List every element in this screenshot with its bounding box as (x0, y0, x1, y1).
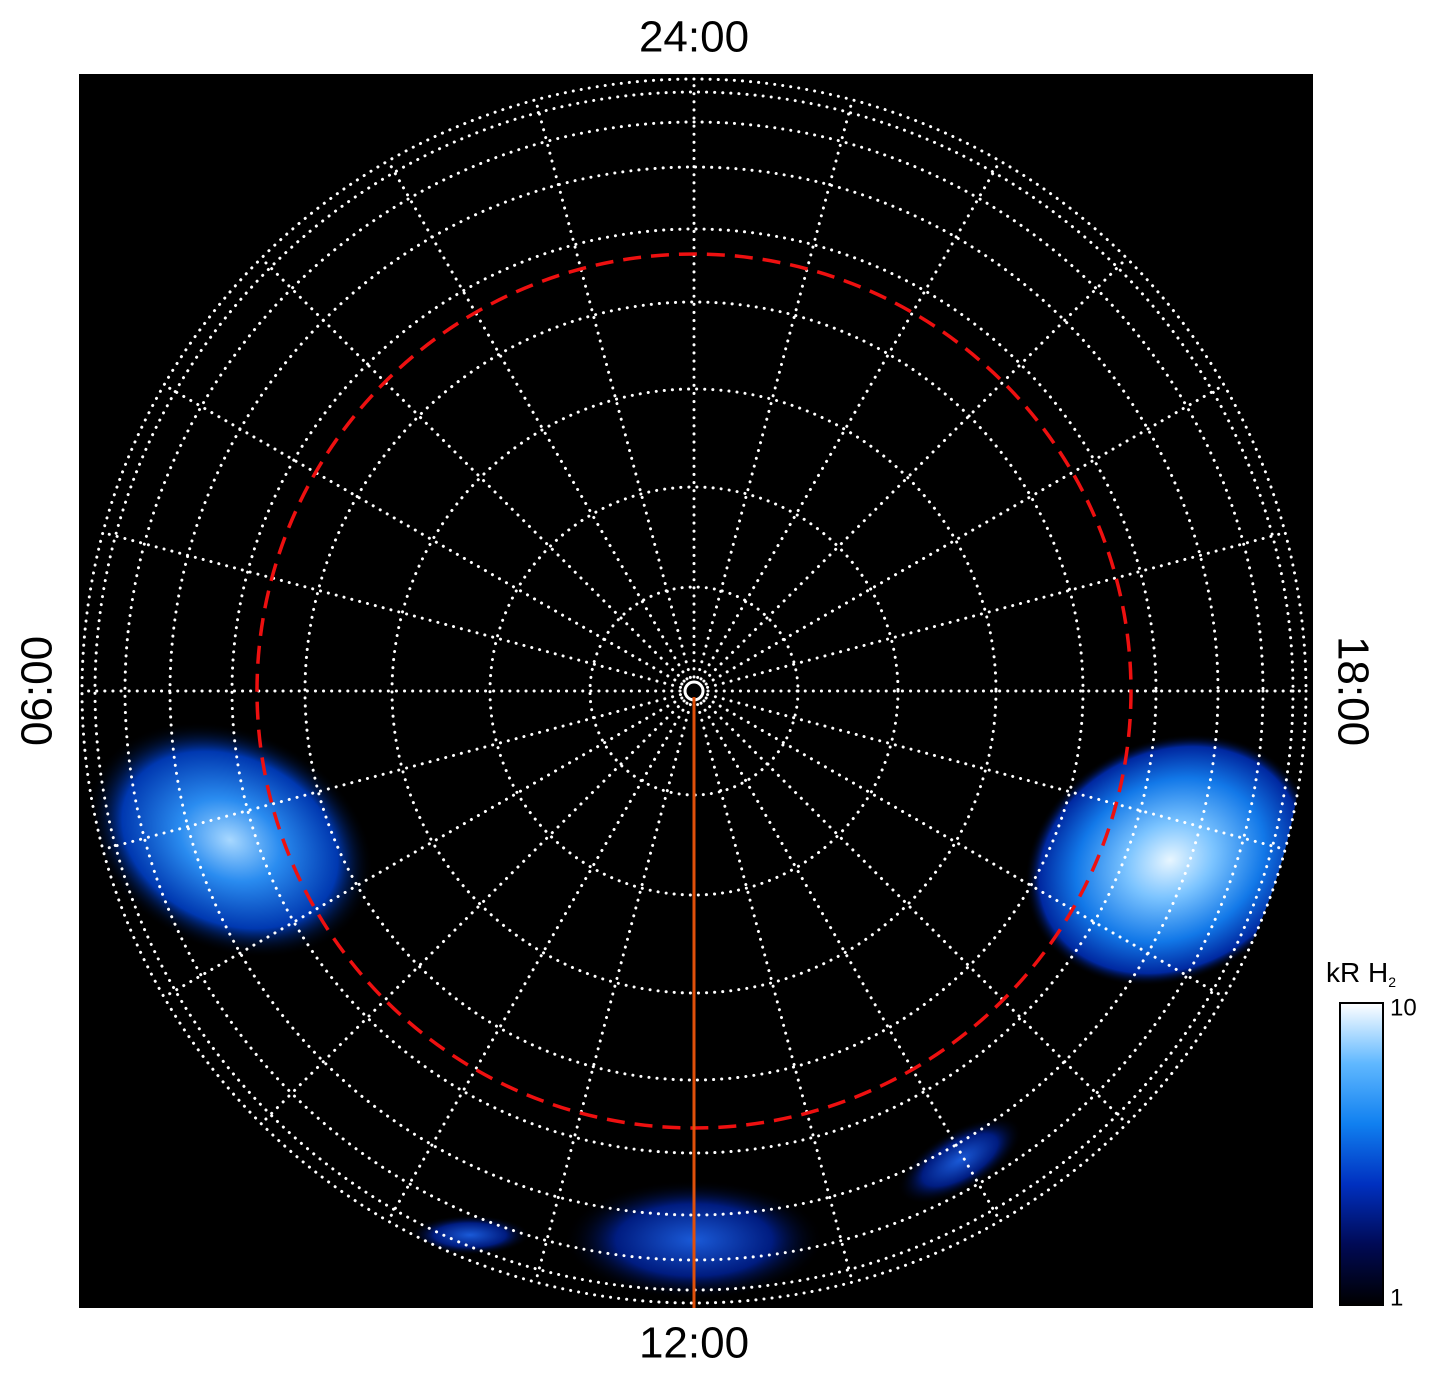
grid-spoke (699, 701, 1002, 1223)
grid-spoke (101, 531, 682, 689)
colorbar (1339, 1002, 1384, 1306)
grid-spoke (696, 703, 854, 1284)
colorbar-tick-label: 10 (1390, 994, 1417, 1021)
grid-spoke (259, 699, 686, 1126)
grid-circle (488, 485, 900, 897)
time-label: 18:00 (1328, 636, 1377, 746)
grid-spoke (702, 699, 1129, 1126)
plot-area (79, 74, 1313, 1308)
grid-circle (230, 227, 1158, 1155)
colorbar-label-sub: 2 (1388, 974, 1396, 990)
time-label: 12:00 (639, 1319, 749, 1368)
grid-circle (390, 387, 998, 995)
grid-spoke (702, 256, 1129, 683)
grid-spoke (696, 98, 854, 679)
time-label: 24:00 (639, 13, 749, 62)
aurora-noon (897, 1116, 1023, 1204)
grid-spoke (706, 531, 1287, 689)
aurora-noon (410, 1215, 530, 1255)
grid-spoke (259, 256, 686, 683)
grid-spoke (706, 693, 1287, 851)
aurora-dusk (1024, 734, 1306, 986)
grid-spoke (162, 696, 684, 999)
grid-spoke (534, 703, 692, 1284)
grid-spoke (386, 701, 689, 1223)
aurora-dawn (86, 721, 374, 959)
grid-circle (303, 300, 1085, 1082)
colorbar-label-main: kR H (1326, 957, 1388, 988)
grid-circle (123, 120, 1265, 1262)
grid-spoke (704, 696, 1226, 999)
emission (86, 721, 1306, 1300)
grid-spoke (699, 159, 1002, 681)
time-label: 06:00 (13, 636, 62, 746)
grid-circle (80, 77, 1308, 1305)
grid-spoke (101, 693, 682, 851)
colorbar-tick-label: 1 (1390, 1284, 1403, 1311)
grid-spoke (534, 98, 692, 679)
grid-spoke (162, 383, 684, 686)
grid-spoke (704, 383, 1226, 686)
colorbar-label: kR H2 (1326, 957, 1396, 989)
grid-spoke (386, 159, 689, 681)
